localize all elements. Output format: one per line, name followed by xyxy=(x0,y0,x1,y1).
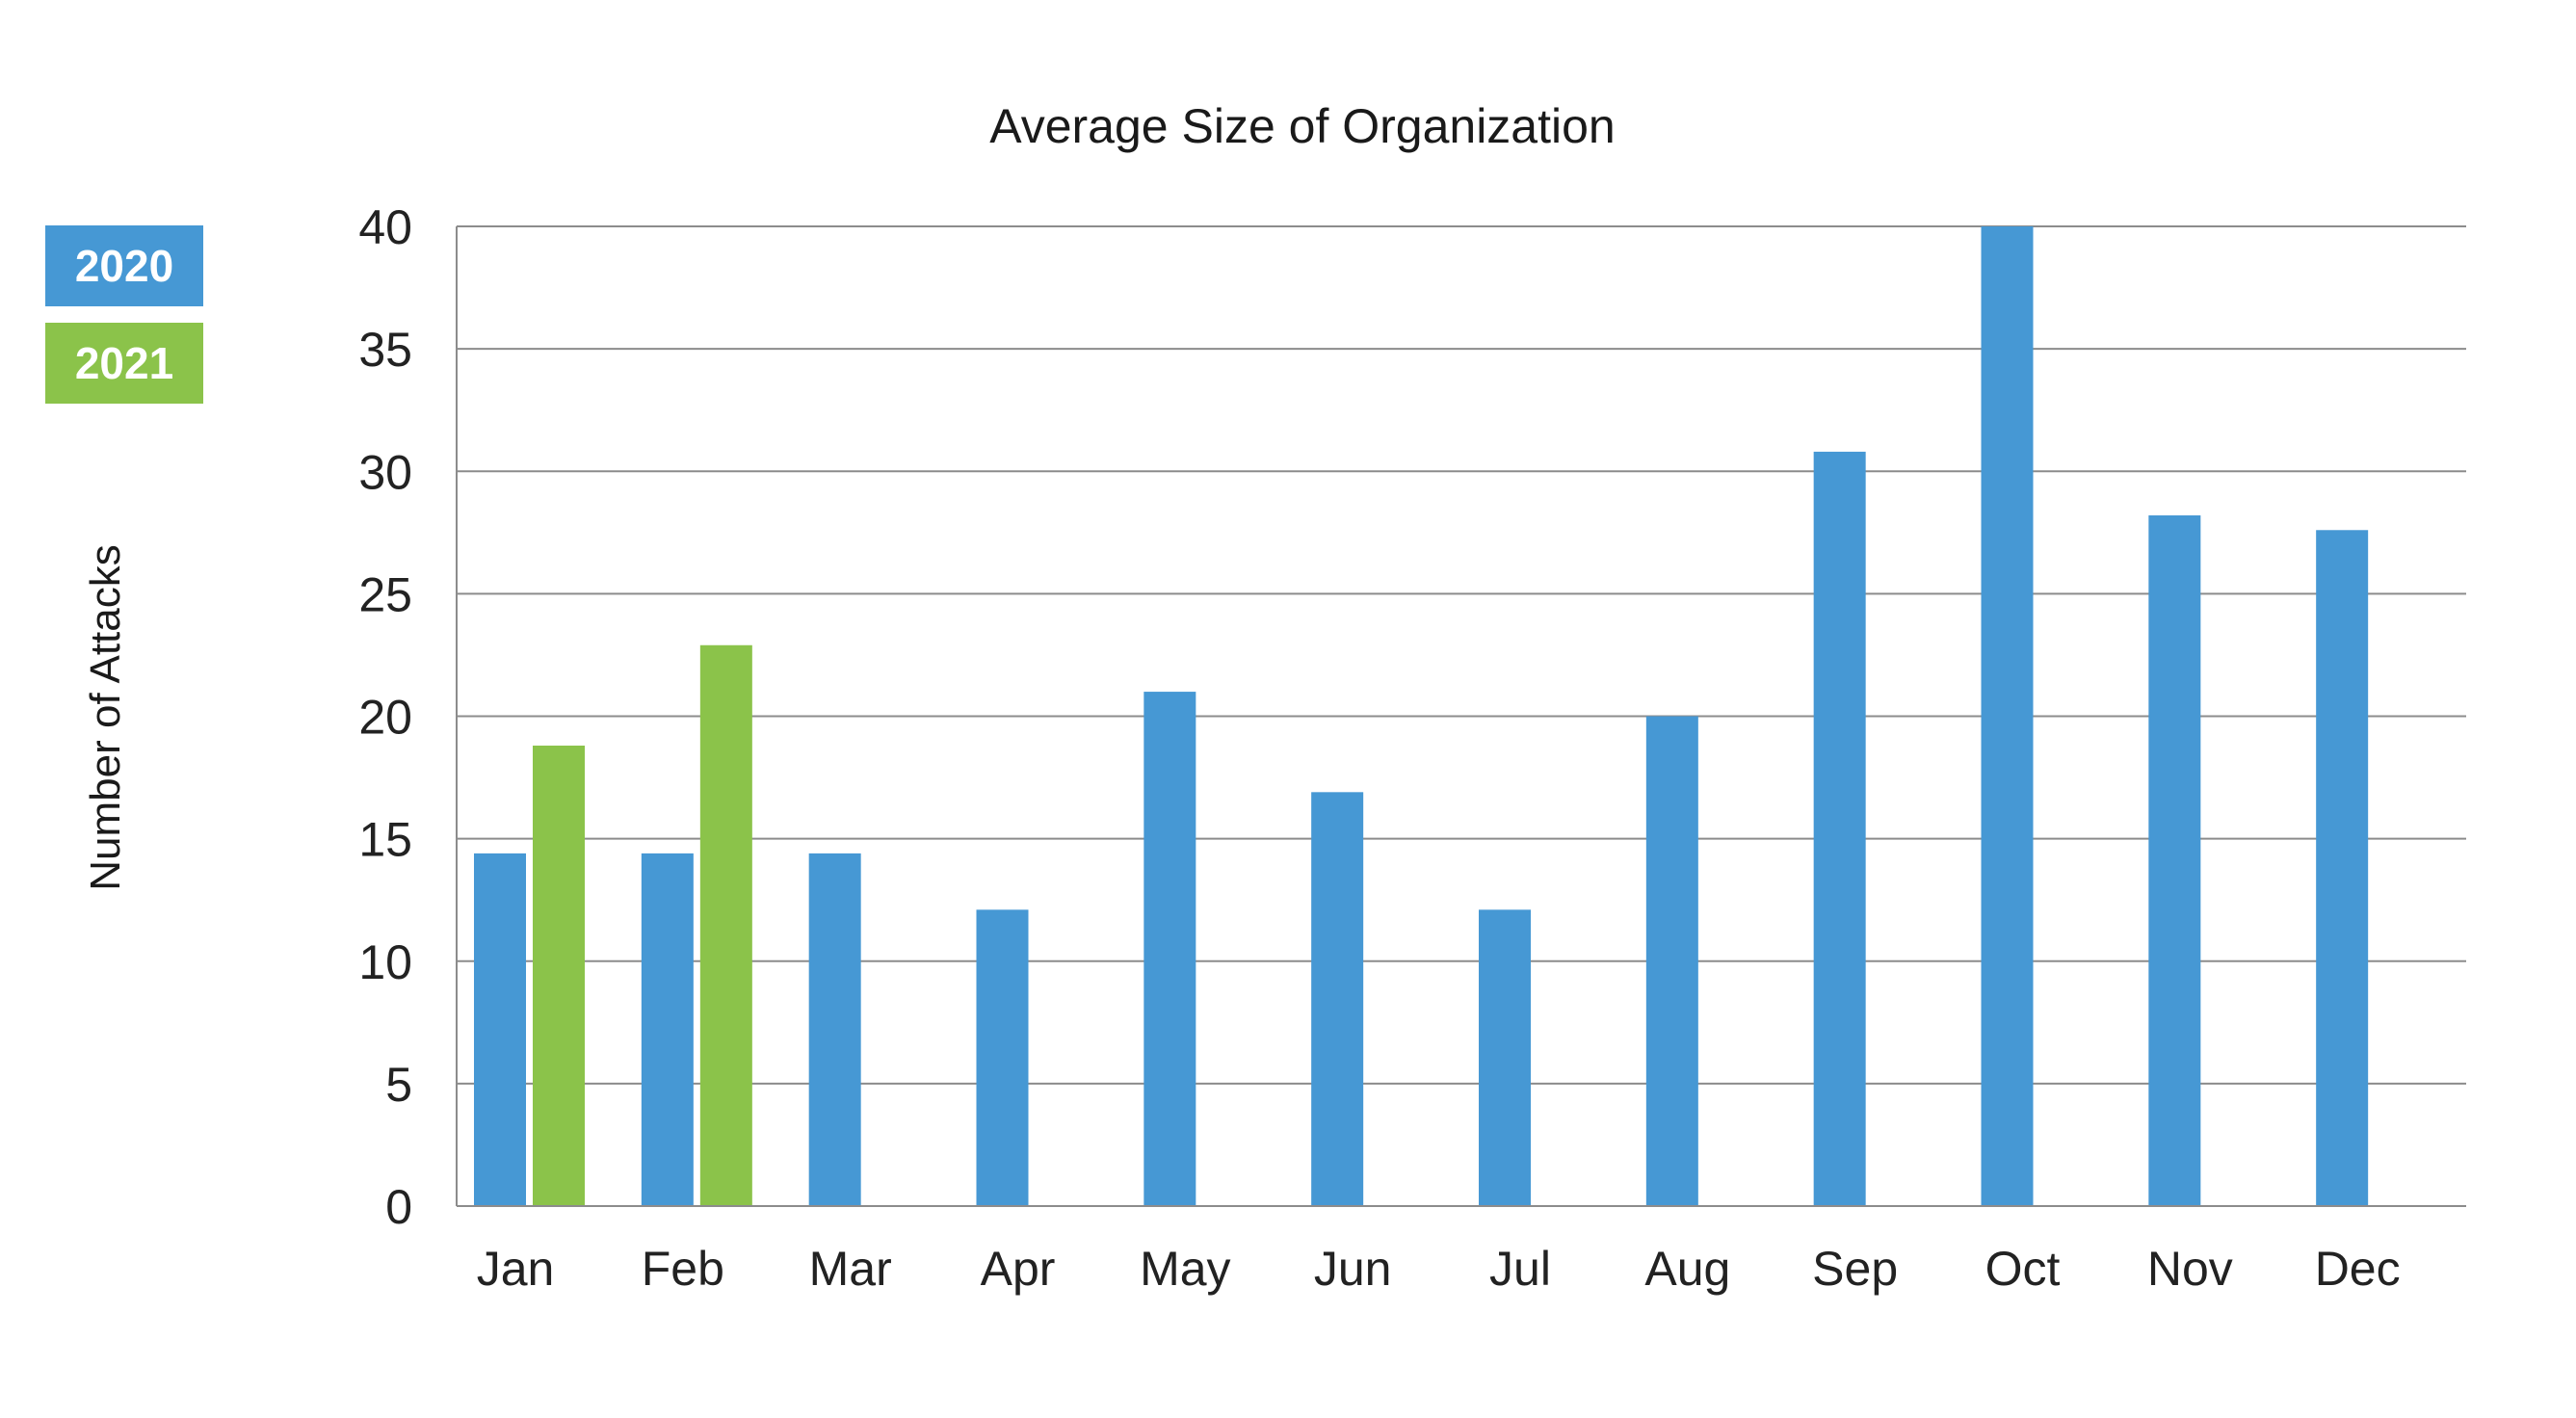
gridlines xyxy=(457,225,2466,1085)
x-tick-label: Dec xyxy=(2315,1242,2401,1296)
x-tick-label: Feb xyxy=(642,1242,724,1296)
y-tick-label: 30 xyxy=(358,445,412,499)
bar-2020-feb xyxy=(641,853,694,1206)
y-tick-label: 25 xyxy=(358,567,412,621)
y-tick-label: 40 xyxy=(358,200,412,254)
y-tick-label: 35 xyxy=(358,323,412,377)
y-axis-label: Number of Attacks xyxy=(82,544,129,890)
bar-2020-mar xyxy=(808,853,861,1206)
bar-2020-aug xyxy=(1645,716,1698,1206)
x-tick-labels: Jan Feb Mar Apr May Jun Jul Aug Sep Oct Nov Dec xyxy=(477,1242,2401,1296)
y-tick-label: 20 xyxy=(358,691,412,745)
bar-2021-feb xyxy=(699,644,752,1206)
y-tick-label: 15 xyxy=(358,813,412,867)
bars xyxy=(474,226,2369,1206)
legend-2021-label: 2021 xyxy=(74,338,174,388)
x-tick-label: May xyxy=(1140,1242,1230,1296)
x-tick-label: Jun xyxy=(1314,1242,1392,1296)
chart-title: Average Size of Organization xyxy=(989,99,1615,153)
x-tick-label: Oct xyxy=(1985,1242,2061,1296)
axes xyxy=(456,226,2466,1207)
y-tick-label: 5 xyxy=(385,1058,412,1112)
bar-2021-jan xyxy=(533,746,585,1206)
x-tick-label: Nov xyxy=(2147,1242,2233,1296)
bar-2020-jun xyxy=(1311,792,1364,1206)
bar-2020-dec xyxy=(2316,530,2369,1206)
bar-2020-sep xyxy=(1813,451,1866,1206)
legend-2020: 2020 xyxy=(45,225,203,306)
x-tick-label: Aug xyxy=(1644,1242,1730,1296)
legend-2021: 2021 xyxy=(45,323,203,404)
x-tick-label: Mar xyxy=(809,1242,892,1296)
bar-2020-jan xyxy=(474,853,526,1206)
x-tick-label: Sep xyxy=(1812,1242,1898,1296)
bar-2020-oct xyxy=(1981,226,2034,1206)
x-tick-label: Apr xyxy=(981,1242,1056,1296)
x-tick-label: Jan xyxy=(477,1242,555,1296)
bar-2020-apr xyxy=(976,909,1029,1206)
bar-2020-nov xyxy=(2148,515,2201,1206)
bar-2020-may xyxy=(1143,692,1196,1206)
bar-2020-jul xyxy=(1479,909,1531,1206)
y-tick-labels: 0 5 10 15 20 25 30 35 40 xyxy=(358,200,412,1234)
y-tick-label: 10 xyxy=(358,935,412,989)
x-tick-label: Jul xyxy=(1489,1242,1551,1296)
legend-2020-label: 2020 xyxy=(74,241,174,291)
y-tick-label: 0 xyxy=(385,1180,412,1234)
